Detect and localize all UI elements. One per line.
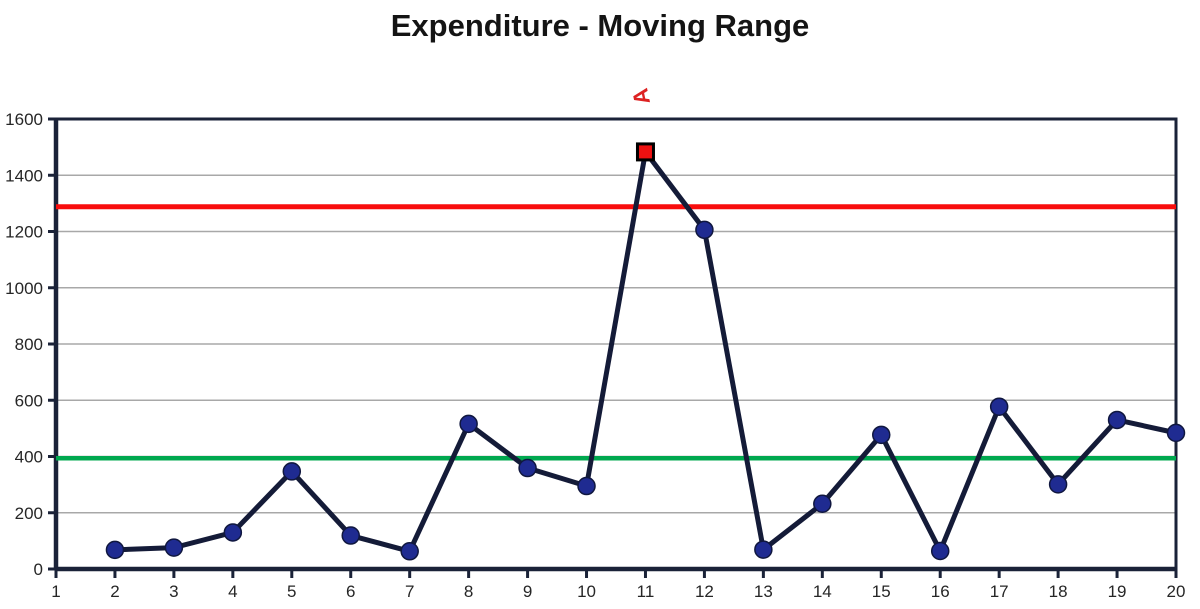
- x-tick-label: 4: [228, 582, 237, 601]
- x-tick-label: 12: [695, 582, 714, 601]
- data-point-marker: [459, 414, 478, 434]
- data-point-marker: [164, 538, 184, 557]
- data-point-marker: [695, 220, 714, 240]
- x-tick-label: 5: [287, 582, 296, 601]
- x-tick-label: 9: [523, 582, 532, 601]
- x-tick-label: 19: [1108, 582, 1127, 601]
- y-tick-label: 1600: [5, 110, 43, 129]
- data-point-marker: [223, 523, 243, 542]
- x-tick-label: 17: [990, 582, 1009, 601]
- data-point-marker: [518, 458, 537, 478]
- highlight-point-marker: [635, 142, 655, 162]
- data-point-marker: [577, 476, 596, 496]
- x-tick-label: 16: [931, 582, 950, 601]
- data-point-marker: [400, 542, 419, 561]
- y-tick-label: 400: [15, 448, 43, 467]
- x-tick-label: 1: [51, 582, 60, 601]
- y-tick-label: 600: [15, 391, 43, 410]
- x-tick-label: 10: [577, 582, 596, 601]
- x-tick-label: 13: [754, 582, 773, 601]
- x-tick-label: 2: [110, 582, 119, 601]
- x-tick-label: 11: [637, 582, 655, 601]
- data-point-marker: [282, 462, 302, 481]
- y-tick-label: 1400: [5, 166, 43, 185]
- x-tick-label: 3: [169, 582, 178, 601]
- data-point-marker: [813, 494, 832, 513]
- x-tick-label: 20: [1167, 582, 1186, 601]
- y-tick-label: 800: [15, 335, 43, 354]
- data-point-marker: [1048, 475, 1068, 494]
- annotation-a: A: [627, 86, 655, 107]
- data-point-marker: [930, 541, 950, 561]
- data-point-marker: [989, 397, 1009, 416]
- x-tick-label: 14: [813, 582, 832, 601]
- x-tick-label: 15: [872, 582, 891, 601]
- data-point-marker: [754, 540, 773, 559]
- data-point-marker: [1107, 410, 1127, 430]
- y-tick-label: 1000: [5, 279, 43, 298]
- x-tick-label: 8: [464, 582, 473, 601]
- data-point-marker: [872, 425, 891, 445]
- data-point-marker: [1166, 423, 1186, 443]
- data-point-marker: [341, 526, 360, 545]
- data-point-marker: [105, 540, 125, 560]
- x-tick-label: 18: [1049, 582, 1068, 601]
- x-tick-label: 6: [346, 582, 355, 601]
- x-tick-label: 7: [405, 582, 414, 601]
- y-tick-label: 200: [15, 504, 43, 523]
- y-tick-label: 0: [34, 560, 43, 579]
- y-tick-label: 1200: [5, 223, 43, 242]
- series-line: [112, 149, 1179, 554]
- chart-title: Expenditure - Moving Range: [390, 8, 810, 43]
